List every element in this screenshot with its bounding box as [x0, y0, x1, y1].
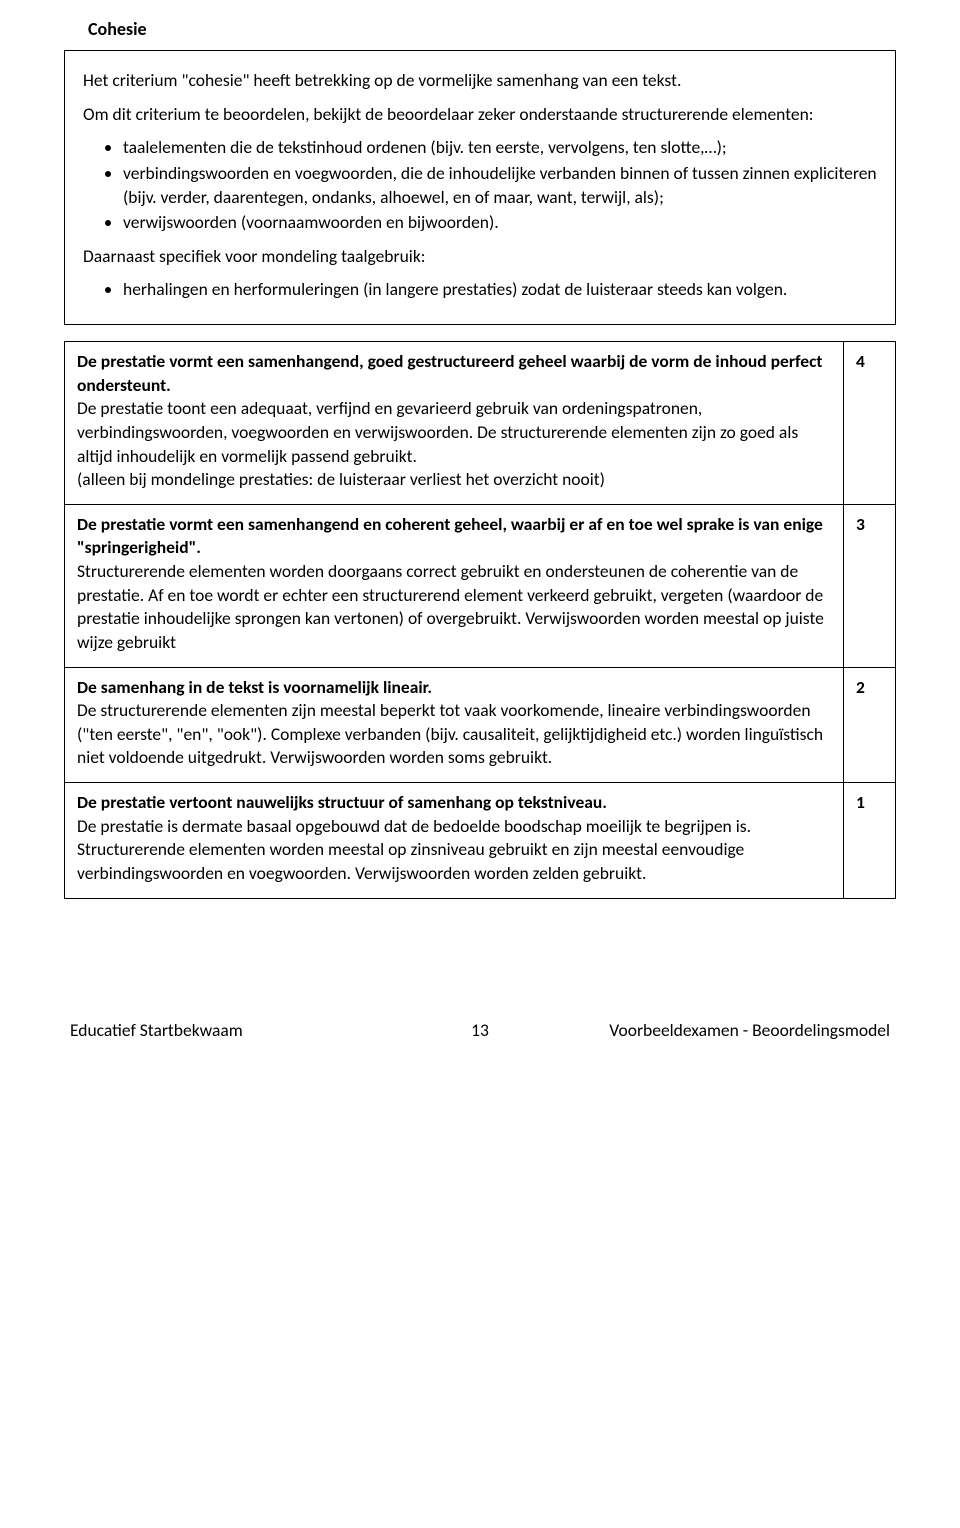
- page-footer: Educatief Startbekwaam 13 Voorbeeldexame…: [64, 1019, 896, 1041]
- intro-bullet: verbindingswoorden en voegwoorden, die d…: [123, 162, 877, 209]
- rubric-row: De samenhang in de tekst is voornamelijk…: [65, 667, 896, 783]
- rubric-cell-text: De prestatie vormt een samenhangend, goe…: [65, 342, 844, 505]
- rubric-score: 3: [844, 504, 896, 667]
- rubric-score: 1: [844, 783, 896, 899]
- rubric-cell-text: De prestatie vormt een samenhangend en c…: [65, 504, 844, 667]
- rubric-row: De prestatie vertoont nauwelijks structu…: [65, 783, 896, 899]
- page-container: Cohesie Het criterium "cohesie" heeft be…: [0, 0, 960, 1089]
- rubric-row-title: De prestatie vertoont nauwelijks structu…: [77, 791, 607, 813]
- intro-sentence-3: Daarnaast specifiek voor mondeling taalg…: [83, 245, 877, 269]
- intro-box: Het criterium "cohesie" heeft betrekking…: [64, 50, 896, 325]
- rubric-row-body: De prestatie toont een adequaat, verfijn…: [77, 397, 798, 490]
- intro-bullets-1: taalelementen die de tekstinhoud ordenen…: [83, 136, 877, 235]
- rubric-row-title: De samenhang in de tekst is voornamelijk…: [77, 676, 432, 698]
- intro-bullets-2: herhalingen en herformuleringen (in lang…: [83, 278, 877, 302]
- rubric-score: 4: [844, 342, 896, 505]
- footer-left: Educatief Startbekwaam: [70, 1019, 471, 1041]
- intro-sentence-2: Om dit criterium te beoordelen, bekijkt …: [83, 103, 877, 127]
- footer-page-number: 13: [471, 1019, 489, 1041]
- rubric-row: De prestatie vormt een samenhangend, goe…: [65, 342, 896, 505]
- rubric-row-title: De prestatie vormt een samenhangend en c…: [77, 513, 823, 559]
- intro-bullet: taalelementen die de tekstinhoud ordenen…: [123, 136, 877, 160]
- intro-sentence-1: Het criterium "cohesie" heeft betrekking…: [83, 69, 877, 93]
- intro-bullet: verwijswoorden (voornaamwoorden en bijwo…: [123, 211, 877, 235]
- intro-bullet: herhalingen en herformuleringen (in lang…: [123, 278, 877, 302]
- section-title: Cohesie: [88, 18, 896, 40]
- rubric-row-body: Structurerende elementen worden doorgaan…: [77, 560, 824, 653]
- rubric-score: 2: [844, 667, 896, 783]
- rubric-row-title: De prestatie vormt een samenhangend, goe…: [77, 350, 822, 396]
- rubric-table: De prestatie vormt een samenhangend, goe…: [64, 341, 896, 899]
- footer-right: Voorbeeldexamen - Beoordelingsmodel: [489, 1019, 890, 1041]
- rubric-row-body: De prestatie is dermate basaal opgebouwd…: [77, 815, 751, 884]
- rubric-row: De prestatie vormt een samenhangend en c…: [65, 504, 896, 667]
- rubric-row-body: De structurerende elementen zijn meestal…: [77, 699, 823, 768]
- rubric-cell-text: De prestatie vertoont nauwelijks structu…: [65, 783, 844, 899]
- rubric-cell-text: De samenhang in de tekst is voornamelijk…: [65, 667, 844, 783]
